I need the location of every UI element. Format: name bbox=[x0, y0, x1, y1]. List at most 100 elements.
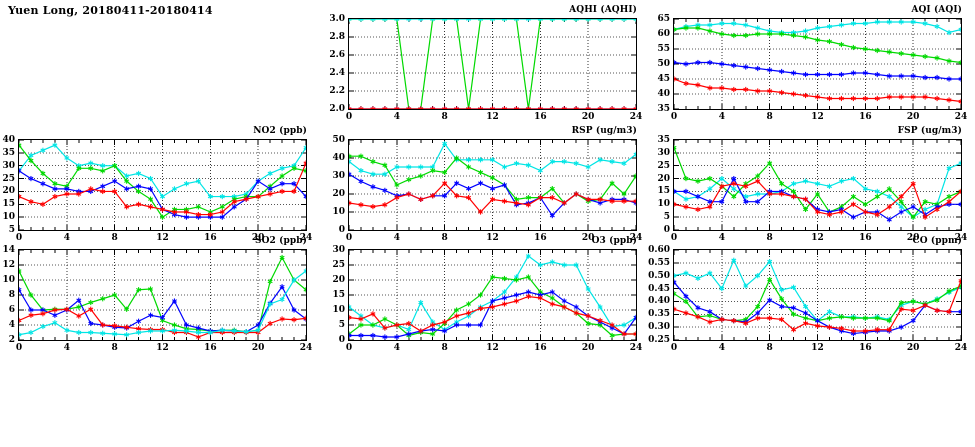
y-tick-label: 0.35 bbox=[648, 309, 670, 320]
x-tick-label: 0 bbox=[15, 233, 23, 243]
chart-title-o3: O3 (ppb) bbox=[591, 236, 637, 246]
chart-title-aqhi: AQHI (AQHI) bbox=[569, 5, 637, 15]
y-tick-label: 0.25 bbox=[648, 335, 670, 345]
y-tick-label: 30 bbox=[2, 160, 15, 171]
y-tick-label: 0 bbox=[663, 225, 670, 235]
x-tick-label: 16 bbox=[204, 233, 217, 243]
x-tick-label: 4 bbox=[393, 112, 400, 122]
x-tick-label: 16 bbox=[534, 343, 547, 353]
y-tick-label: 5 bbox=[663, 212, 670, 223]
y-tick-label: 14 bbox=[2, 245, 15, 255]
y-tick-label: 25 bbox=[657, 160, 670, 171]
x-tick-label: 12 bbox=[156, 233, 169, 243]
x-tick-label: 12 bbox=[486, 233, 499, 243]
chart-panel-aqi: AQI (AQI) 35 40 45 50 55 60 65 0 4 8 12 16 20 24 bbox=[657, 5, 967, 122]
x-tick-label: 8 bbox=[441, 233, 448, 243]
x-tick-label: 20 bbox=[906, 233, 920, 243]
chart-panel-aqhi: AQHI (AQHI) 2.0 2.2 2.4 2.6 2.8 3.0 0 4 8 12 16 20 24 bbox=[329, 5, 642, 122]
y-tick-label: 2.2 bbox=[329, 86, 345, 96]
y-tick-label: 50 bbox=[332, 135, 345, 145]
x-tick-label: 20 bbox=[906, 343, 920, 353]
y-tick-label: 20 bbox=[657, 173, 670, 184]
chart-panel-o3: O3 (ppb) 0 5 10 15 20 25 30 0 4 8 12 16 20 24 bbox=[332, 236, 642, 353]
page-title: Yuen Long, 20180411-20180414 bbox=[8, 4, 213, 17]
y-tick-label: 25 bbox=[332, 260, 345, 270]
plot-area-no2 bbox=[18, 139, 307, 231]
x-tick-label: 12 bbox=[811, 112, 824, 122]
y-tick-label: 40 bbox=[332, 153, 345, 163]
x-tick-label: 4 bbox=[718, 233, 725, 243]
y-tick-label: 20 bbox=[2, 186, 15, 197]
x-tick-label: 4 bbox=[718, 343, 725, 353]
plot-area-so2 bbox=[18, 249, 307, 341]
x-tick-label: 24 bbox=[954, 112, 968, 122]
x-tick-label: 24 bbox=[629, 233, 643, 243]
y-tick-label: 45 bbox=[657, 74, 670, 84]
y-tick-label: 0.60 bbox=[648, 245, 670, 255]
x-tick-label: 20 bbox=[906, 112, 920, 122]
y-tick-label: 0 bbox=[338, 225, 345, 235]
x-tick-label: 0 bbox=[345, 343, 353, 353]
y-tick-label: 3.0 bbox=[329, 14, 345, 24]
x-tick-label: 12 bbox=[486, 112, 499, 122]
chart-title-fsp: FSP (ug/m3) bbox=[897, 126, 962, 136]
x-tick-label: 0 bbox=[345, 112, 353, 122]
y-tick-label: 2.4 bbox=[329, 68, 345, 78]
chart-title-aqi: AQI (AQI) bbox=[911, 5, 962, 15]
x-tick-label: 0 bbox=[670, 112, 678, 122]
y-tick-label: 25 bbox=[2, 173, 15, 184]
y-tick-label: 65 bbox=[657, 14, 670, 24]
x-tick-label: 12 bbox=[811, 233, 824, 243]
chart-title-rsp: RSP (ug/m3) bbox=[571, 126, 637, 136]
x-tick-label: 8 bbox=[766, 343, 773, 353]
y-tick-label: 10 bbox=[332, 305, 345, 315]
y-tick-label: 30 bbox=[657, 147, 670, 158]
y-tick-label: 2 bbox=[8, 335, 15, 345]
chart-panel-co: CO (ppm) 0.25 0.30 0.35 0.40 0.45 0.50 0.55 0.60… bbox=[648, 236, 967, 353]
plot-area-aqi bbox=[673, 18, 962, 110]
x-tick-label: 20 bbox=[581, 233, 595, 243]
x-tick-label: 4 bbox=[393, 233, 400, 243]
y-tick-label: 60 bbox=[657, 29, 670, 39]
y-tick-label: 15 bbox=[657, 186, 670, 197]
x-tick-label: 8 bbox=[441, 343, 448, 353]
y-tick-label: 35 bbox=[657, 104, 670, 114]
y-tick-label: 50 bbox=[657, 59, 670, 69]
y-tick-label: 10 bbox=[332, 207, 345, 217]
x-tick-label: 24 bbox=[629, 343, 643, 353]
plot-area-o3 bbox=[348, 249, 637, 341]
y-tick-label: 0.30 bbox=[648, 322, 670, 333]
y-tick-label: 40 bbox=[657, 89, 670, 99]
x-tick-label: 16 bbox=[534, 112, 547, 122]
x-tick-label: 16 bbox=[859, 233, 872, 243]
x-tick-label: 8 bbox=[766, 112, 773, 122]
x-tick-label: 8 bbox=[111, 233, 118, 243]
plot-area-fsp bbox=[673, 139, 962, 231]
x-tick-label: 16 bbox=[534, 233, 547, 243]
y-tick-label: 15 bbox=[332, 290, 345, 300]
y-tick-label: 5 bbox=[338, 320, 345, 330]
y-tick-label: 12 bbox=[2, 260, 15, 270]
y-tick-label: 2.8 bbox=[329, 32, 345, 42]
x-tick-label: 12 bbox=[811, 343, 824, 353]
y-tick-label: 6 bbox=[8, 305, 15, 315]
x-tick-label: 24 bbox=[299, 233, 313, 243]
y-tick-label: 10 bbox=[657, 199, 670, 210]
y-tick-label: 2.6 bbox=[329, 50, 345, 60]
x-tick-label: 0 bbox=[670, 233, 678, 243]
x-tick-label: 16 bbox=[204, 343, 217, 353]
y-tick-label: 15 bbox=[2, 199, 15, 210]
y-tick-label: 5 bbox=[8, 225, 15, 235]
y-tick-label: 35 bbox=[2, 147, 15, 158]
chart-panel-no2: NO2 (ppb) 5 10 15 20 25 30 35 40 0 4 8 12 16 20 24 bbox=[2, 126, 312, 243]
y-tick-label: 2.0 bbox=[329, 104, 345, 114]
x-tick-label: 0 bbox=[345, 233, 353, 243]
y-tick-label: 10 bbox=[2, 275, 15, 285]
x-tick-label: 20 bbox=[251, 343, 265, 353]
x-tick-label: 24 bbox=[954, 233, 968, 243]
chart-title-so2: SO2 (ppb) bbox=[254, 236, 307, 246]
x-tick-label: 0 bbox=[15, 343, 23, 353]
y-tick-label: 30 bbox=[332, 171, 345, 181]
y-tick-label: 0.45 bbox=[648, 283, 670, 294]
x-tick-label: 20 bbox=[581, 112, 595, 122]
